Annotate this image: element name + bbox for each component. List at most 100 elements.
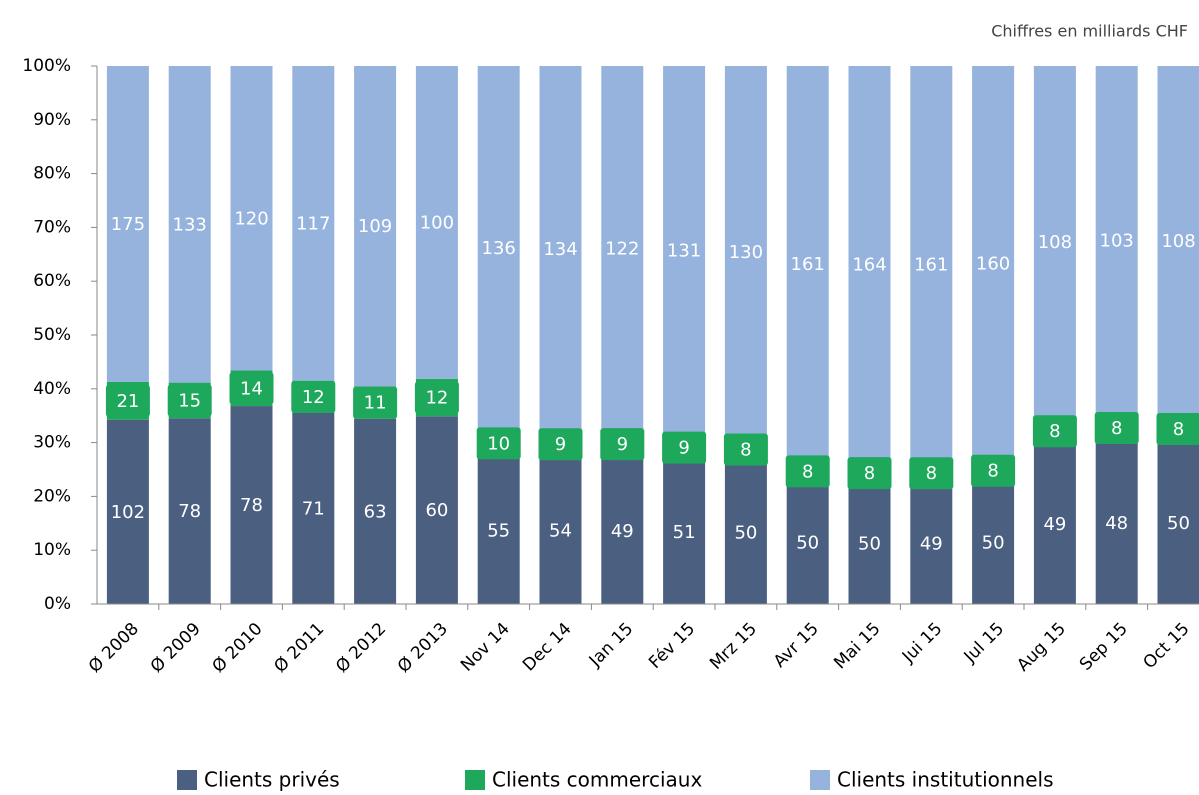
bar-segment <box>354 66 397 387</box>
data-label: 78 <box>240 495 263 516</box>
data-label: 12 <box>425 388 448 409</box>
bar-segment <box>539 66 582 432</box>
bar-segment <box>1033 444 1076 604</box>
data-label: 136 <box>482 238 516 259</box>
x-tick-label: Sep 15 <box>1076 619 1132 675</box>
data-label: 161 <box>914 255 948 276</box>
label-box <box>291 380 336 413</box>
bar-segment <box>724 66 767 439</box>
data-label: 102 <box>111 502 145 523</box>
x-tick-label: Dec 14 <box>519 619 576 676</box>
data-label: 51 <box>673 522 696 543</box>
bar-segment <box>1157 441 1199 604</box>
x-tick-label: Nov 14 <box>457 619 514 676</box>
bar-segment <box>1095 66 1138 415</box>
bar-segment <box>168 66 211 383</box>
y-tick-label: 90% <box>33 110 71 130</box>
data-label: 14 <box>240 378 263 399</box>
x-tick-label: Avr 15 <box>770 619 823 672</box>
data-label: 50 <box>796 533 819 554</box>
data-label: 109 <box>358 216 392 237</box>
y-tick-label: 70% <box>33 217 71 237</box>
x-tick-label: Aug 15 <box>1013 619 1070 676</box>
data-label: 55 <box>487 520 510 541</box>
label-box <box>167 384 212 417</box>
data-label: 71 <box>302 499 325 520</box>
data-label: 8 <box>987 461 998 482</box>
y-tick-label: 20% <box>33 486 71 506</box>
bar-segment <box>1095 441 1138 604</box>
bar-segment <box>168 418 211 604</box>
legend-swatch <box>465 770 485 790</box>
bar-segment <box>415 66 458 379</box>
data-label: 49 <box>920 534 943 555</box>
data-label: 8 <box>740 439 751 460</box>
bar-segment <box>972 66 1015 461</box>
label-box <box>971 454 1016 487</box>
bar-segment <box>292 413 335 604</box>
y-tick-label: 30% <box>33 433 71 453</box>
x-tick-label: Ø 2011 <box>270 619 328 677</box>
data-label: 122 <box>605 238 639 259</box>
data-label: 9 <box>555 434 566 455</box>
label-box <box>353 386 398 419</box>
bar-segment <box>230 66 273 371</box>
bar-segment <box>1157 66 1199 417</box>
data-label: 108 <box>1038 232 1072 253</box>
bar-segment <box>477 456 520 604</box>
data-label: 12 <box>302 387 325 408</box>
data-label: 133 <box>173 214 207 235</box>
label-box <box>847 457 892 490</box>
y-tick-label: 0% <box>44 594 71 614</box>
label-box <box>785 455 830 488</box>
data-label: 108 <box>1161 231 1195 252</box>
data-label: 50 <box>1167 513 1190 534</box>
x-tick-label: Oct 15 <box>1140 619 1194 673</box>
label-box <box>538 428 583 461</box>
y-tick-label: 80% <box>33 164 71 184</box>
x-tick-label: Ø 2008 <box>85 619 143 677</box>
bar-segment <box>106 419 149 604</box>
data-label: 164 <box>852 255 886 276</box>
bar-segment <box>848 66 891 464</box>
legend-swatch <box>177 770 197 790</box>
y-tick-label: 50% <box>33 325 71 345</box>
x-tick-label: Jul 15 <box>960 619 1008 667</box>
bar-segment <box>106 66 149 382</box>
data-label: 15 <box>178 390 201 411</box>
bar-segment <box>601 457 644 604</box>
y-tick-label: 40% <box>33 379 71 399</box>
data-label: 50 <box>734 522 757 543</box>
data-label: 120 <box>234 208 268 229</box>
y-tick-label: 10% <box>33 540 71 560</box>
data-label: 103 <box>1100 230 1134 251</box>
bar-segment <box>910 483 953 604</box>
label-box <box>662 431 707 464</box>
data-label: 9 <box>617 434 628 455</box>
x-tick-label: Mrz 15 <box>706 619 761 674</box>
x-tick-label: Mai 15 <box>830 619 884 673</box>
data-label: 63 <box>364 501 387 522</box>
label-box <box>600 428 645 461</box>
legend-swatch <box>810 770 830 790</box>
data-label: 8 <box>864 463 875 484</box>
data-label: 8 <box>1173 419 1184 440</box>
data-label: 60 <box>425 500 448 521</box>
data-label: 78 <box>178 501 201 522</box>
data-label: 21 <box>116 391 139 412</box>
label-box <box>909 457 954 490</box>
bar-segment <box>972 480 1015 604</box>
bar-segment <box>539 456 582 604</box>
bar-segment <box>786 66 829 462</box>
bar-segment <box>910 66 953 464</box>
bar-segment <box>848 482 891 604</box>
y-tick-label: 60% <box>33 271 71 291</box>
bar-segment <box>724 460 767 604</box>
x-tick-label: Ø 2009 <box>147 619 205 677</box>
label-box <box>229 372 274 405</box>
data-label: 131 <box>667 240 701 261</box>
x-tick-label: Ø 2012 <box>332 619 390 677</box>
label-box <box>1094 412 1139 445</box>
label-box <box>1032 415 1077 448</box>
